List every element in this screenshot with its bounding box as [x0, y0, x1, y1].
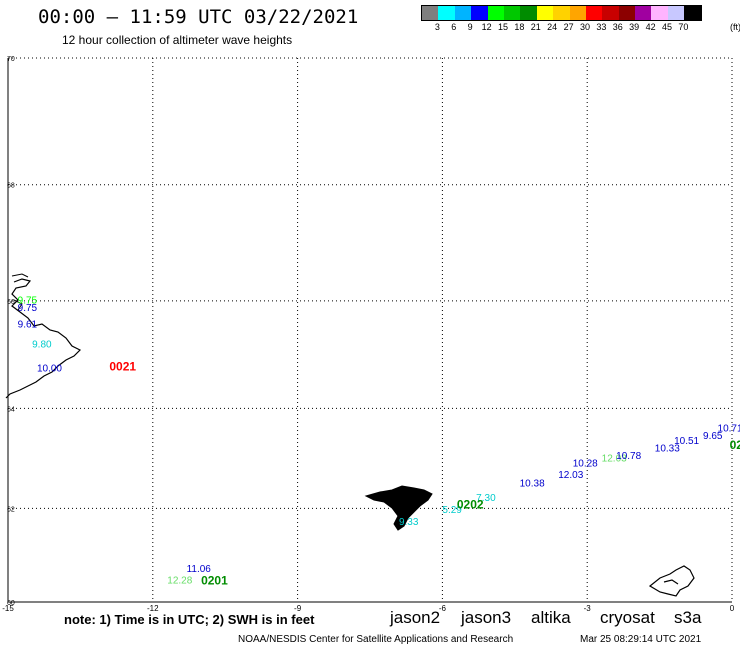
credit-line: NOAA/NESDIS Center for Satellite Applica…	[238, 634, 514, 645]
longitude-tick-label: -9	[294, 604, 302, 613]
latitude-tick-label: 62	[7, 506, 15, 513]
latitude-tick-label: 70	[7, 56, 15, 63]
swh-value-label: 10.71	[718, 423, 740, 434]
swh-value-label: 10.78	[616, 451, 641, 462]
wave-height-color-legend: 3 6 9 12 15 18 21 24 27 30 33 36 39 42 45 70 (ft)	[421, 5, 740, 32]
legend-label: 70	[678, 22, 689, 32]
legend-swatch	[651, 6, 668, 20]
legend-swatch	[503, 6, 521, 20]
swh-value-label: 11.06	[187, 564, 212, 575]
longitude-tick-label: -12	[147, 604, 159, 613]
legend-label: 39	[629, 22, 640, 32]
swh-value-label: 12.28	[167, 576, 192, 587]
legend-label: 27	[563, 22, 574, 32]
legend-label: 6	[451, 22, 457, 32]
satellite-label-jason2: jason2	[390, 608, 441, 627]
satellite-label-cryosat: cryosat	[600, 608, 655, 627]
legend-label: 30	[579, 22, 591, 32]
legend-labels: 3 6 9 12 15 18 21 24 27 30 33 36 39 42 45 70	[421, 22, 740, 34]
legend-swatch	[520, 6, 537, 20]
swh-value-label: 9.75	[18, 303, 38, 314]
legend-swatch	[553, 6, 570, 20]
legend-label: 24	[547, 22, 558, 32]
legend-swatch	[438, 6, 455, 20]
legend-swatch	[422, 6, 439, 20]
longitude-tick-label: -3	[584, 604, 592, 613]
legend-label: 45	[661, 22, 673, 32]
generated-timestamp: Mar 25 08:29:14 UTC 2021	[580, 634, 702, 645]
legend-swatch	[667, 6, 685, 20]
satellite-label-jason3: jason3	[461, 608, 512, 627]
latitude-tick-label: 60	[7, 600, 15, 607]
page-subtitle: 12 hour collection of altimeter wave hei…	[62, 33, 293, 47]
longitude-tick-label: -15	[2, 604, 14, 613]
satellite-label-altika: altika	[531, 608, 571, 627]
swh-value-label: 9.65	[703, 431, 723, 442]
legend-label: 3	[434, 22, 440, 32]
pass-time-label: 0202	[457, 497, 484, 511]
legend-unit: (ft)	[730, 22, 740, 32]
legend-swatch	[454, 6, 472, 20]
legend-swatch	[487, 6, 504, 20]
latitude-tick-label: 68	[7, 183, 15, 190]
page-title: 00:00 – 11:59 UTC 03/22/2021	[38, 6, 359, 28]
iceland-coastline-north	[11, 273, 29, 311]
swh-value-label: 10.00	[37, 364, 62, 375]
swh-value-label: 10.51	[674, 436, 699, 447]
coastlines	[5, 273, 695, 597]
axis-ticks: -15 -12 -9 -6 -3 0 70 68 66 64 62 60	[2, 56, 735, 613]
swh-value-label: 9.80	[32, 340, 52, 351]
swh-value-label: 12.03	[602, 454, 627, 465]
swh-value-label: 7.30	[476, 493, 496, 504]
shetland-islands	[648, 565, 695, 597]
faroe-islands	[364, 485, 433, 531]
swh-value-label: 9.61	[18, 319, 38, 330]
legend-label: 9	[467, 22, 473, 32]
pass-time-label: 0021	[109, 360, 136, 374]
longitude-tick-label: -6	[439, 604, 447, 613]
map-grid	[7, 57, 733, 603]
legend-label: 18	[514, 22, 525, 32]
legend-swatch	[536, 6, 554, 20]
legend-label: 36	[612, 22, 623, 32]
legend-label: 21	[530, 22, 541, 32]
longitude-tick-label: 0	[730, 604, 735, 613]
swh-value-label: 10.33	[655, 444, 680, 455]
pass-time-label: 02	[730, 438, 740, 452]
legend-swatch	[602, 6, 619, 20]
legend-label: 12	[481, 22, 492, 32]
legend-swatch	[471, 6, 488, 20]
swh-value-label: 12.03	[558, 470, 583, 481]
legend-swatch	[569, 6, 586, 20]
legend-swatch	[684, 6, 701, 20]
legend-label: 42	[645, 22, 656, 32]
swh-value-label: 9.75	[18, 296, 38, 307]
swh-value-label: 5.29	[442, 505, 462, 516]
legend-swatch	[585, 6, 603, 20]
latitude-tick-label: 64	[7, 406, 15, 413]
satellite-label-s3a: s3a	[674, 608, 702, 627]
pass-time-label: 0201	[201, 574, 228, 588]
swh-value-label: 10.28	[573, 459, 598, 470]
legend-swatch	[618, 6, 636, 20]
latitude-tick-label: 66	[7, 299, 15, 306]
legend-swatches	[421, 5, 702, 21]
legend-label: 33	[596, 22, 607, 32]
legend-label: 15	[497, 22, 509, 32]
swh-value-label: 9.33	[399, 517, 419, 528]
swh-value-label: 10.38	[520, 478, 545, 489]
footnote: note: 1) Time is in UTC; 2) SWH is in fe…	[64, 612, 315, 627]
legend-swatch	[635, 6, 652, 20]
iceland-coastline	[5, 278, 82, 399]
